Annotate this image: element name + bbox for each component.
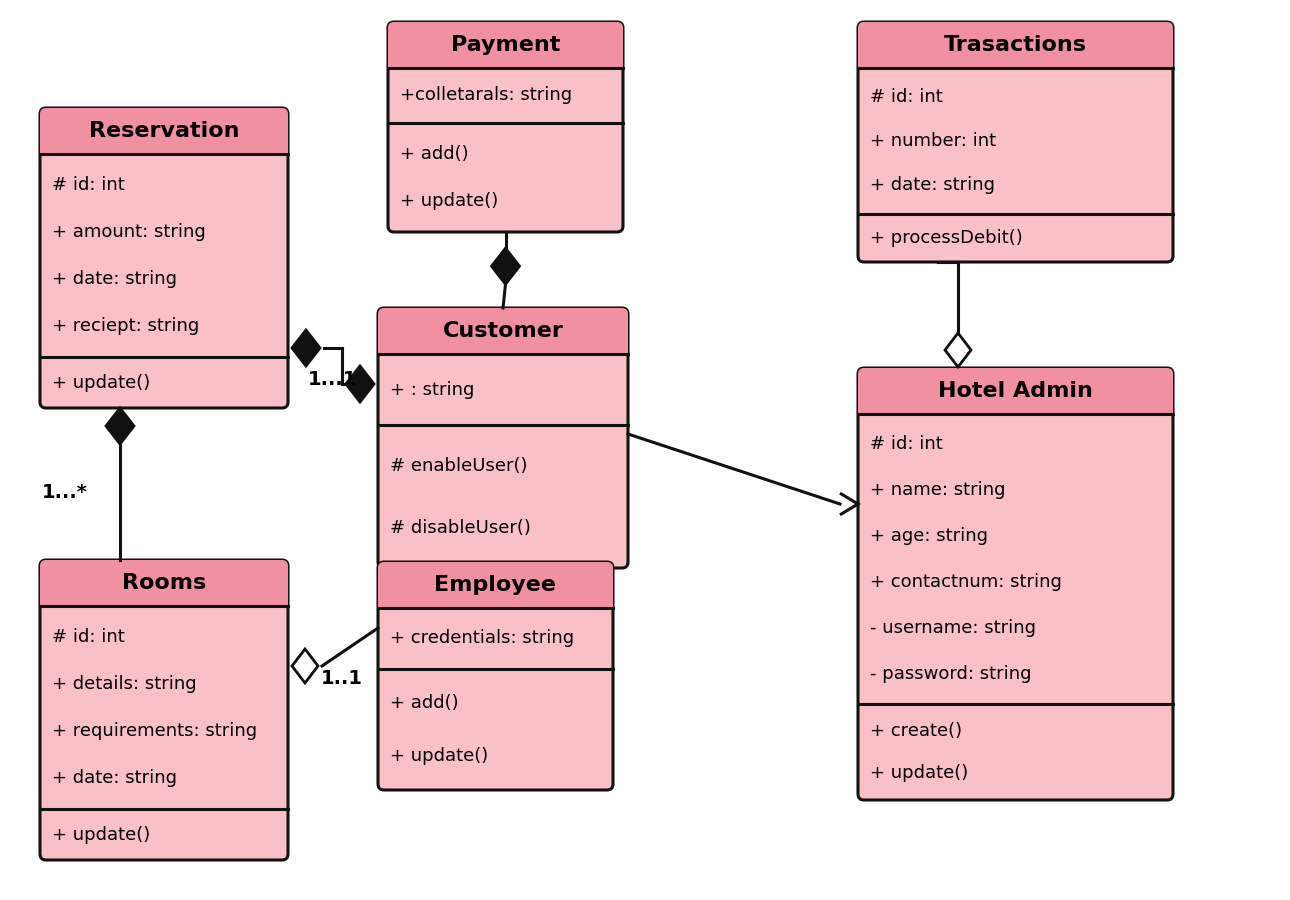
Bar bbox=[378, 348, 628, 354]
Text: +colletarals: string: +colletarals: string bbox=[400, 86, 573, 104]
Text: # id: int: # id: int bbox=[869, 435, 943, 453]
Bar bbox=[858, 62, 1173, 68]
FancyBboxPatch shape bbox=[858, 368, 1173, 800]
Polygon shape bbox=[106, 408, 134, 444]
Polygon shape bbox=[346, 366, 374, 402]
Polygon shape bbox=[946, 333, 971, 367]
Text: + add(): + add() bbox=[400, 145, 468, 163]
Text: + credentials: string: + credentials: string bbox=[390, 629, 574, 647]
Text: Rooms: Rooms bbox=[121, 573, 206, 593]
Text: # disableUser(): # disableUser() bbox=[390, 518, 531, 536]
Text: 1..1: 1..1 bbox=[320, 669, 362, 688]
Text: + details: string: + details: string bbox=[52, 675, 196, 693]
Text: + update(): + update() bbox=[390, 747, 488, 765]
FancyBboxPatch shape bbox=[40, 560, 288, 860]
Text: - password: string: - password: string bbox=[869, 664, 1032, 682]
FancyBboxPatch shape bbox=[378, 308, 628, 568]
FancyBboxPatch shape bbox=[858, 368, 1173, 414]
Text: + : string: + : string bbox=[390, 381, 475, 399]
Text: + name: string: + name: string bbox=[869, 481, 1005, 499]
Bar bbox=[40, 600, 288, 606]
FancyBboxPatch shape bbox=[378, 562, 613, 790]
Text: + create(): + create() bbox=[869, 722, 962, 740]
Text: # id: int: # id: int bbox=[52, 176, 125, 194]
FancyBboxPatch shape bbox=[378, 308, 628, 354]
Text: - username: string: - username: string bbox=[869, 618, 1036, 636]
FancyBboxPatch shape bbox=[388, 22, 623, 68]
FancyBboxPatch shape bbox=[40, 108, 288, 408]
Text: # id: int: # id: int bbox=[869, 87, 943, 105]
Text: + requirements: string: + requirements: string bbox=[52, 722, 257, 740]
Polygon shape bbox=[292, 330, 320, 366]
FancyBboxPatch shape bbox=[40, 108, 288, 154]
Text: + reciept: string: + reciept: string bbox=[52, 318, 199, 336]
Text: + processDebit(): + processDebit() bbox=[869, 229, 1023, 247]
Text: 1...*: 1...* bbox=[43, 483, 88, 502]
Text: + amount: string: + amount: string bbox=[52, 223, 205, 241]
Bar bbox=[388, 62, 623, 68]
Text: + contactnum: string: + contactnum: string bbox=[869, 572, 1062, 590]
Text: # enableUser(): # enableUser() bbox=[390, 456, 528, 474]
Text: + date: string: + date: string bbox=[52, 770, 177, 788]
Text: + update(): + update() bbox=[52, 374, 150, 392]
Text: + update(): + update() bbox=[400, 192, 498, 210]
FancyBboxPatch shape bbox=[858, 22, 1173, 68]
Text: + update(): + update() bbox=[869, 764, 969, 782]
Polygon shape bbox=[292, 649, 319, 683]
Bar bbox=[378, 602, 613, 608]
FancyBboxPatch shape bbox=[378, 562, 613, 608]
Bar bbox=[858, 408, 1173, 414]
Text: # id: int: # id: int bbox=[52, 627, 125, 645]
Text: + number: int: + number: int bbox=[869, 131, 996, 149]
Text: Hotel Admin: Hotel Admin bbox=[938, 381, 1093, 401]
FancyBboxPatch shape bbox=[40, 560, 288, 606]
Text: Customer: Customer bbox=[442, 321, 564, 341]
FancyBboxPatch shape bbox=[388, 22, 623, 232]
Text: Payment: Payment bbox=[450, 35, 560, 55]
Text: 1...1: 1...1 bbox=[308, 370, 357, 389]
Text: + age: string: + age: string bbox=[869, 526, 988, 544]
Text: + update(): + update() bbox=[52, 825, 150, 843]
Text: + date: string: + date: string bbox=[52, 270, 177, 288]
Text: + add(): + add() bbox=[390, 694, 459, 712]
Text: Trasactions: Trasactions bbox=[944, 35, 1087, 55]
Polygon shape bbox=[491, 248, 520, 284]
Bar bbox=[40, 148, 288, 154]
FancyBboxPatch shape bbox=[858, 22, 1173, 262]
Text: Reservation: Reservation bbox=[89, 121, 239, 141]
Text: + date: string: + date: string bbox=[869, 176, 995, 194]
Text: Employee: Employee bbox=[435, 575, 556, 595]
